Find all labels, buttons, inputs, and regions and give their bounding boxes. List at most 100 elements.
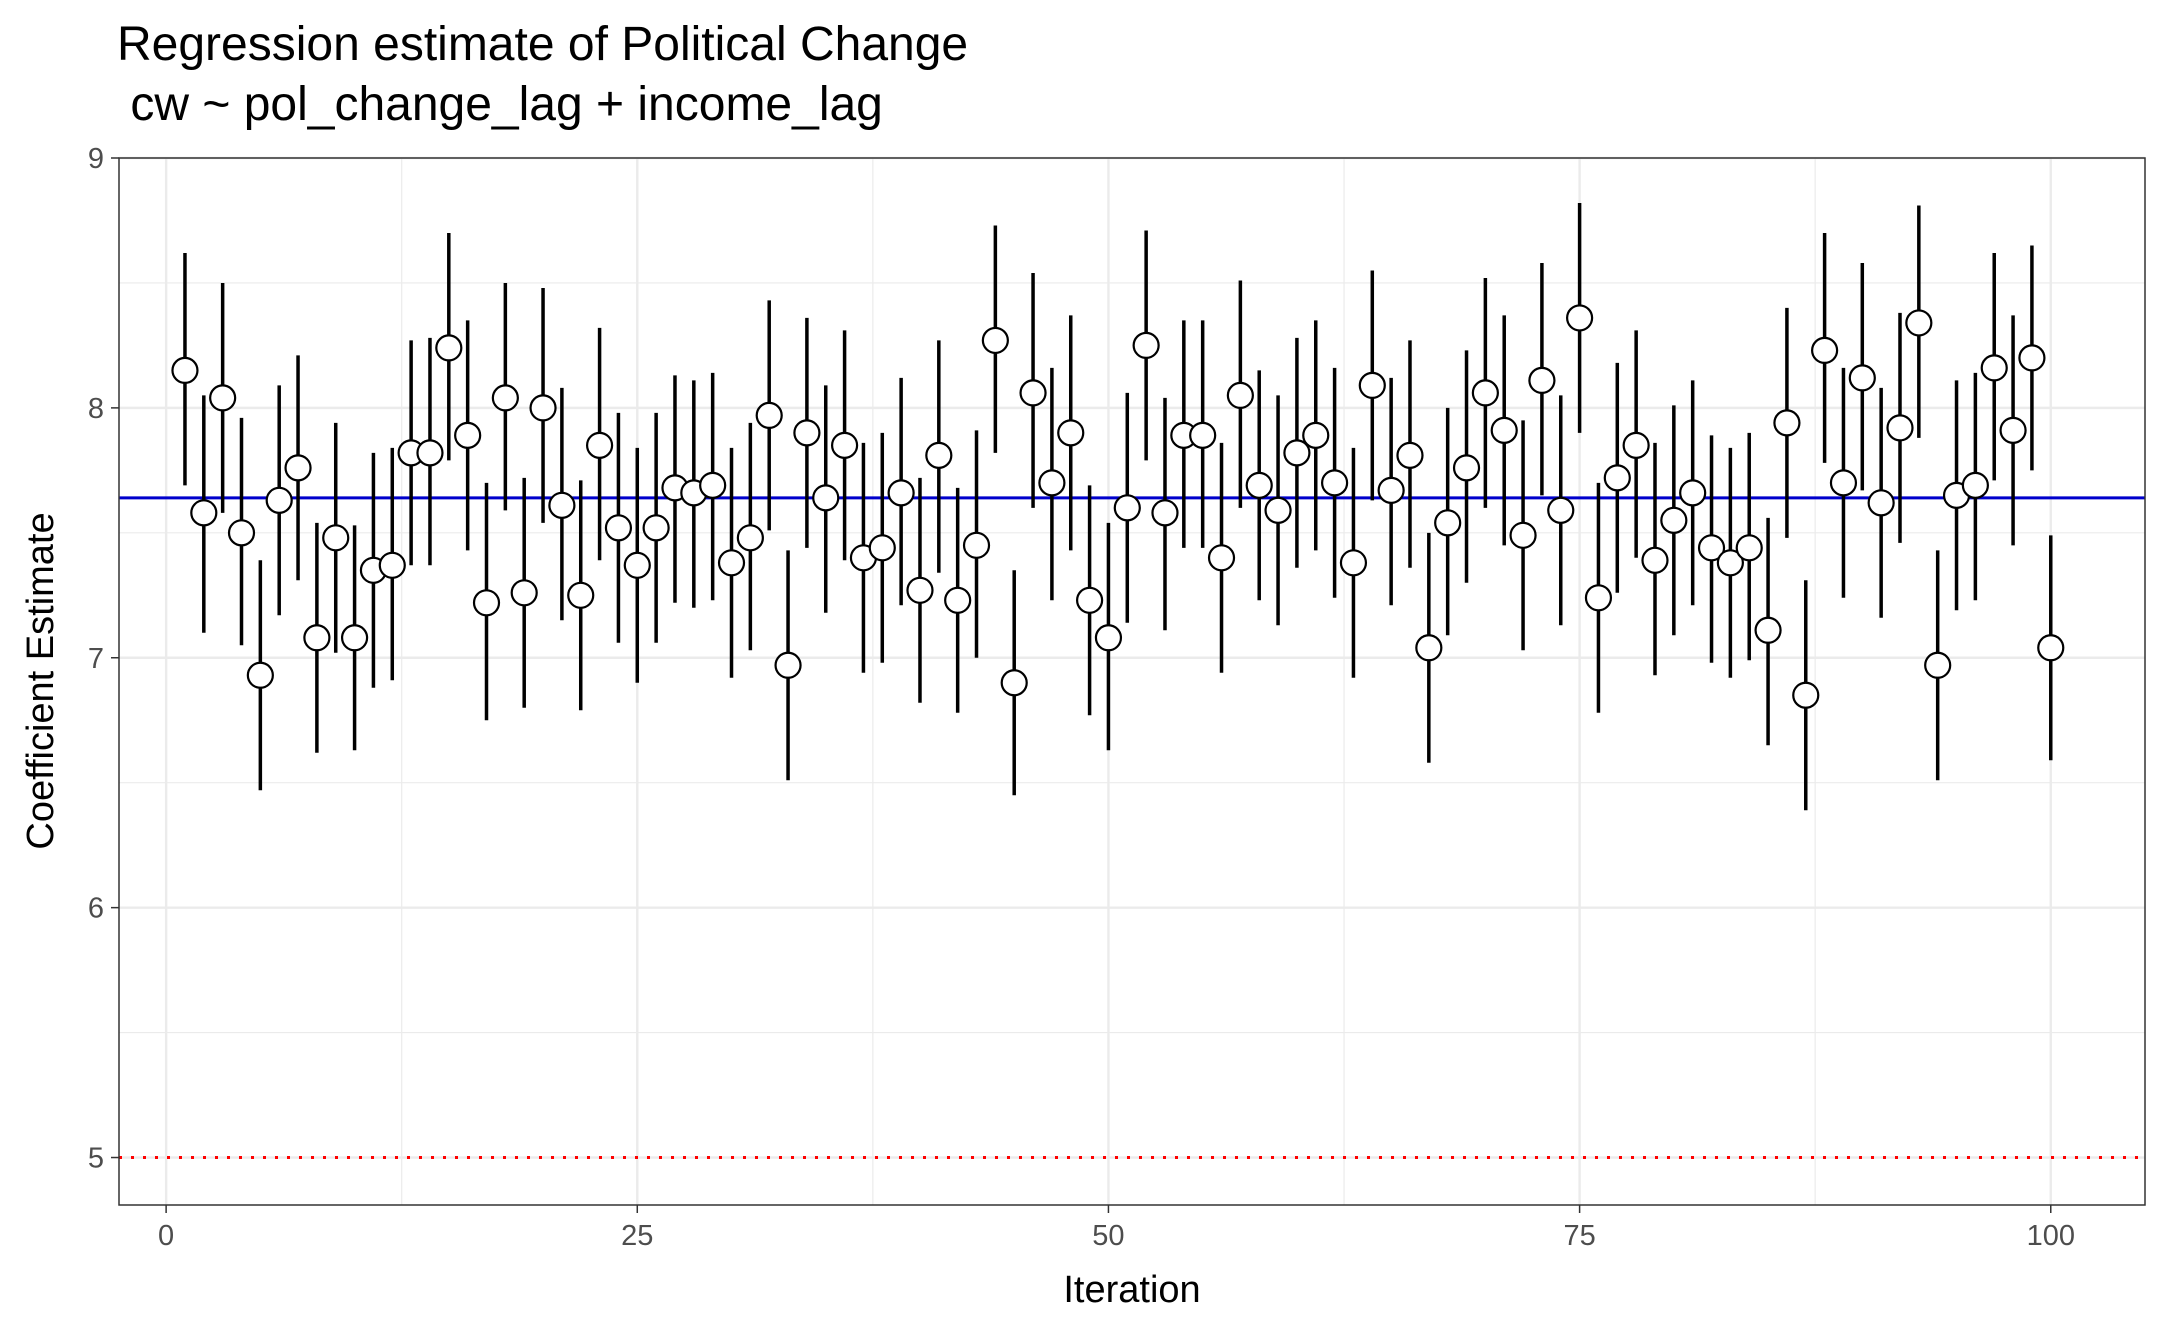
y-tick-label: 7: [88, 643, 104, 675]
data-point: [944, 586, 972, 614]
data-point: [962, 531, 991, 559]
data-point: [830, 431, 859, 459]
data-point: [1358, 371, 1386, 399]
data-point: [1961, 471, 1989, 499]
y-axis: 5 6 7 8 9: [88, 143, 119, 1175]
data-point: [1697, 534, 1726, 562]
data-point: [435, 334, 463, 362]
data-point: [548, 491, 576, 519]
x-axis-title: Iteration: [1063, 1269, 1200, 1311]
data-point: [1283, 439, 1311, 467]
data-point: [1377, 476, 1405, 504]
data-point: [868, 534, 896, 562]
data-point: [2018, 344, 2046, 372]
panel-border: [118, 157, 2146, 1206]
data-point: [623, 551, 651, 579]
x-axis: 0 25 50 75 100: [158, 1205, 2075, 1252]
data-point: [1189, 421, 1217, 449]
data-point: [1754, 616, 1782, 644]
data-point: [793, 419, 821, 447]
data-point: [378, 551, 406, 579]
x-tick-label: 0: [158, 1220, 174, 1252]
data-point: [1000, 669, 1028, 697]
data-point: [1603, 464, 1631, 492]
data-point: [906, 576, 934, 604]
data-point: [1622, 431, 1650, 459]
data-point: [1509, 521, 1537, 549]
data-point: [812, 484, 840, 512]
data-point: [1245, 471, 1273, 499]
data-point: [1848, 364, 1876, 392]
data-point: [303, 624, 331, 652]
data-point: [190, 499, 218, 527]
data-point: [925, 441, 953, 469]
data-point: [1075, 586, 1104, 614]
data-point: [1415, 634, 1443, 662]
data-point: [699, 471, 727, 499]
data-point: [1057, 419, 1085, 447]
chart-subtitle: cw ~ pol_change_lag + income_lag: [117, 78, 883, 131]
data-point: [416, 439, 444, 467]
grid-minor: [119, 158, 2145, 1205]
data-point: [1584, 584, 1613, 612]
data-point: [472, 589, 501, 617]
data-point: [642, 514, 670, 542]
data-point: [755, 401, 783, 429]
data-point: [246, 661, 274, 689]
data-point: [1660, 506, 1688, 534]
y-tick-label: 9: [88, 143, 104, 175]
y-tick-label: 6: [88, 893, 104, 925]
x-tick-label: 50: [1092, 1220, 1124, 1252]
data-point: [454, 421, 482, 449]
y-axis-title: Coefficient Estimate: [20, 512, 62, 849]
data-point: [1999, 416, 2027, 444]
data-point: [1264, 496, 1292, 524]
data-point: [1905, 309, 1933, 337]
data-point: [585, 431, 614, 459]
data-point: [284, 454, 312, 482]
data-point: [322, 524, 350, 552]
data-point: [1302, 421, 1330, 449]
data-point: [1924, 651, 1952, 679]
data-point: [1471, 379, 1499, 407]
data-point: [1773, 409, 1801, 437]
data-point: [510, 579, 538, 607]
data-point: [529, 394, 557, 422]
data-point: [1547, 496, 1575, 524]
data-point: [340, 624, 369, 652]
data-point: [1792, 681, 1820, 709]
data-point: [1320, 469, 1349, 497]
data-point: [1735, 534, 1763, 562]
data-point: [1829, 469, 1858, 497]
data-point: [1566, 304, 1594, 332]
data-point: [774, 651, 802, 679]
data-point: [1867, 489, 1895, 517]
data-point: [227, 519, 256, 547]
data-point: [1641, 546, 1669, 574]
x-tick-label: 100: [2027, 1220, 2075, 1252]
data-point: [1490, 416, 1518, 444]
data-point: [491, 384, 519, 412]
data-point: [1019, 379, 1047, 407]
data-point: [171, 356, 199, 384]
plot-panel: [118, 156, 2146, 1206]
data-point: [1207, 544, 1236, 572]
chart-title: Regression estimate of Political Change: [117, 18, 968, 71]
data-point: [1679, 479, 1707, 507]
data-point: [887, 479, 915, 507]
y-tick-label: 5: [88, 1143, 104, 1175]
data-point: [567, 581, 595, 609]
data-point: [1113, 494, 1141, 522]
data-point: [981, 326, 1009, 355]
data-point: [209, 384, 237, 412]
y-tick-label: 8: [88, 393, 104, 425]
data-point: [736, 524, 764, 552]
x-tick-label: 25: [621, 1220, 653, 1252]
data-point: [604, 514, 633, 542]
data-point: [1038, 469, 1066, 497]
data-point: [1528, 366, 1556, 394]
data-point: [1396, 441, 1424, 469]
data-point: [1452, 454, 1481, 482]
data-point: [1132, 331, 1160, 360]
